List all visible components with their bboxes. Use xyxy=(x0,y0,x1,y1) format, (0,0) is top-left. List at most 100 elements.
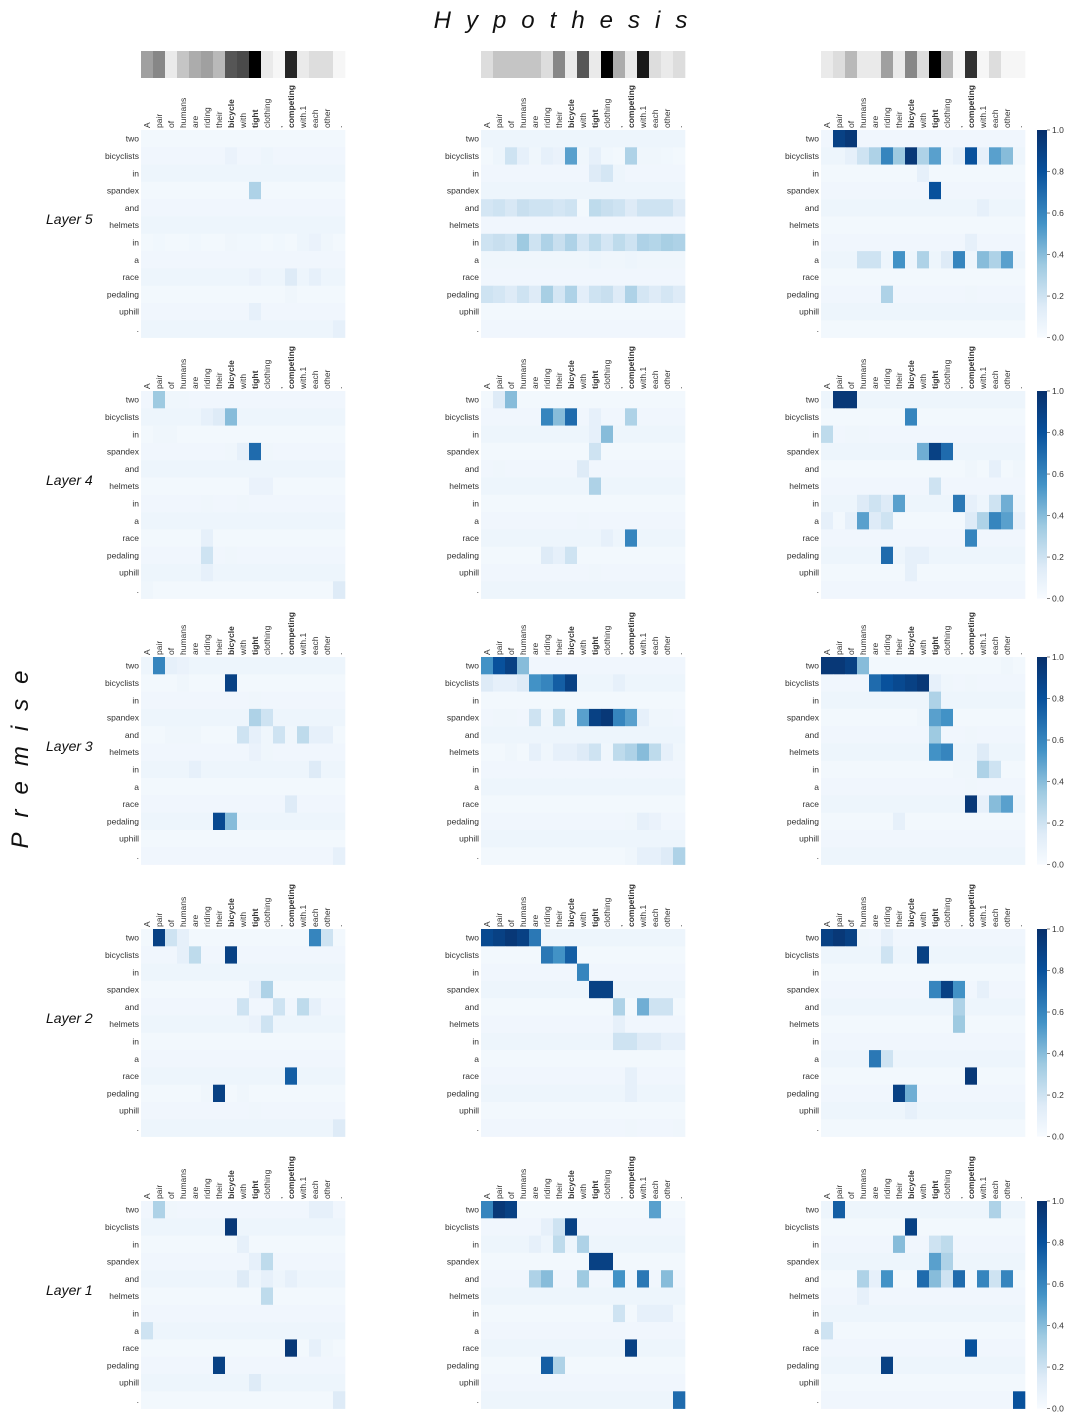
heatmap-cell xyxy=(201,164,214,183)
heatmap-cell xyxy=(541,564,554,582)
heatmap-cell xyxy=(141,1084,154,1103)
heatmap-cell xyxy=(821,546,834,565)
heatmap-cell xyxy=(285,1356,298,1375)
x-tick-label: with xyxy=(238,912,248,928)
heatmap-cell xyxy=(541,726,554,744)
heatmap-cell xyxy=(141,929,154,947)
x-tick-label: . xyxy=(1014,925,1024,927)
heatmap-cell xyxy=(1001,726,1014,744)
heatmap-cell xyxy=(601,946,614,964)
heatmap-cell xyxy=(165,1102,178,1120)
heatmap-cell xyxy=(989,494,1002,513)
x-tick-label: each xyxy=(990,636,1000,655)
heatmap-cell xyxy=(1001,929,1014,947)
heatmap-cell xyxy=(541,760,554,779)
x-tick-label: A xyxy=(142,122,152,128)
y-tick-label: pedaling xyxy=(107,1088,139,1098)
heatmap-cell xyxy=(893,657,906,675)
heatmap-cell xyxy=(333,581,346,599)
heatmap-cell xyxy=(201,233,214,252)
heatmap-cell xyxy=(673,494,686,513)
heatmap-cell xyxy=(517,830,530,848)
heatmap-cell xyxy=(613,320,626,338)
heatmap-cell xyxy=(541,512,554,530)
heatmap-cell xyxy=(1001,1304,1014,1323)
colorbar-tick-label: 0.6 xyxy=(1052,1007,1064,1017)
heatmap-cell xyxy=(857,564,870,582)
heatmap-cell xyxy=(649,477,662,496)
heatmap-cell xyxy=(893,1218,906,1236)
heatmap-cell xyxy=(649,320,662,338)
x-tick-label: pair xyxy=(154,913,164,927)
heatmap-cell xyxy=(553,494,566,513)
x-tick-label: clothing xyxy=(942,359,952,389)
heatmap-cell xyxy=(989,1356,1002,1375)
y-tick-label: spandex xyxy=(107,1257,140,1267)
heatmap-cell xyxy=(917,1322,930,1340)
heatmap-cell xyxy=(297,546,310,565)
x-tick-label: A xyxy=(482,1193,492,1199)
heatmap-cell xyxy=(285,251,298,269)
heatmap-cell xyxy=(273,216,286,235)
heatmap-cell xyxy=(541,425,554,444)
heatmap-cell xyxy=(833,1356,846,1375)
heatmap-cell xyxy=(869,529,882,547)
heatmap-cell xyxy=(285,1119,298,1137)
heatmap-cell xyxy=(637,546,650,565)
heatmap-cell xyxy=(833,691,846,710)
heatmap-cell xyxy=(893,963,906,982)
heatmap-cell xyxy=(225,285,238,304)
heatmap-cell xyxy=(165,320,178,338)
heatmap-cell xyxy=(661,1287,674,1306)
heatmap-cell xyxy=(237,233,250,252)
heatmap-cell xyxy=(165,268,178,286)
heatmap-cell xyxy=(201,743,214,762)
heatmap-cell xyxy=(249,1015,262,1034)
heatmap-cell xyxy=(565,674,578,692)
heatmap-cell xyxy=(661,1067,674,1085)
heatmap-cell xyxy=(237,1050,250,1068)
heatmap-cell xyxy=(553,1356,566,1375)
heatmap-cell xyxy=(517,442,530,461)
heatmap-cell xyxy=(941,847,954,865)
heatmap-cell xyxy=(333,778,346,796)
layer-label: Layer 1 xyxy=(46,1282,93,1298)
heatmap-cell xyxy=(213,778,226,796)
heatmap-cell xyxy=(153,1218,166,1236)
heatmap-cell xyxy=(321,1102,334,1120)
y-tick-label: race xyxy=(462,272,479,282)
heatmap-cell xyxy=(321,1391,334,1409)
heatmap-cell xyxy=(857,929,870,947)
heatmap-cell xyxy=(917,1252,930,1271)
heatmap-cell xyxy=(553,778,566,796)
x-tick-label: riding xyxy=(882,634,892,655)
heatmap-cell xyxy=(517,760,530,779)
heatmap-cell xyxy=(273,1015,286,1034)
heatmap-cell xyxy=(201,460,214,478)
heatmap-cell xyxy=(625,147,638,165)
heatmap-cell xyxy=(225,477,238,496)
y-tick-label: . xyxy=(137,1123,139,1133)
heatmap-cell xyxy=(541,963,554,982)
heatmap-cell xyxy=(529,1287,542,1306)
heatmap-cell xyxy=(285,181,298,200)
heatmap-cell xyxy=(141,268,154,286)
heatmap-cell xyxy=(577,847,590,865)
x-tick-label: their xyxy=(554,1182,564,1199)
heatmap-cell xyxy=(833,1084,846,1103)
heatmap-cell xyxy=(141,1339,154,1357)
heatmap-cell xyxy=(321,946,334,964)
heatmap-cell xyxy=(953,1032,966,1051)
heatmap-cell xyxy=(917,268,930,286)
heatmap-cell xyxy=(177,1218,190,1236)
heatmap-cell xyxy=(333,760,346,779)
heatmap-cell xyxy=(493,233,506,252)
heatmap-cell xyxy=(225,425,238,444)
importance-cell xyxy=(881,51,894,78)
heatmap-cell xyxy=(929,251,942,269)
heatmap-cell xyxy=(929,320,942,338)
heatmap-cell xyxy=(165,946,178,964)
heatmap-cell xyxy=(273,1032,286,1051)
x-tick-label: other xyxy=(322,1179,332,1199)
heatmap-cell xyxy=(189,812,202,831)
